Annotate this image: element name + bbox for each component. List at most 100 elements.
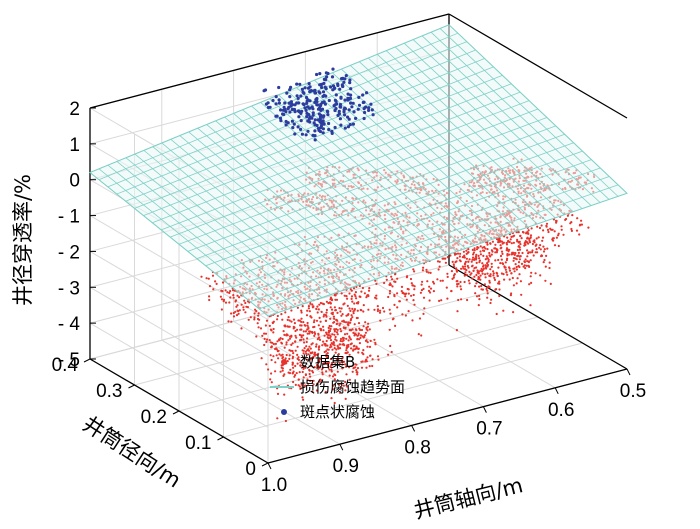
dataset-b-point	[264, 332, 268, 335]
trend-surface-line	[196, 125, 556, 259]
dataset-b-point	[570, 229, 574, 232]
pitting-point	[343, 113, 347, 117]
dataset-b-point	[364, 360, 367, 363]
pitting-points	[262, 67, 375, 142]
dataset-b-point	[266, 338, 269, 341]
dataset-b-point	[260, 357, 263, 360]
dataset-b-point	[309, 379, 312, 382]
dataset-b-point	[502, 309, 505, 312]
dataset-b-point	[230, 320, 233, 323]
dataset-b-point	[301, 396, 304, 399]
dataset-b-point	[339, 337, 343, 341]
dataset-b-point	[306, 324, 309, 327]
dataset-b-point	[394, 324, 397, 327]
dataset-b-point	[329, 296, 333, 299]
dataset-b-point	[321, 344, 324, 347]
dataset-b-point	[234, 300, 237, 303]
dataset-b-point	[276, 314, 279, 318]
dataset-b-point	[451, 260, 454, 263]
pitting-point	[338, 117, 342, 121]
dataset-b-point	[575, 229, 579, 232]
dataset-b-point	[330, 345, 333, 348]
dataset-b-point	[427, 271, 430, 274]
dataset-b-point	[510, 235, 513, 238]
dataset-b-point	[367, 308, 370, 311]
dataset-b-point	[398, 300, 401, 303]
dataset-b-point	[518, 240, 521, 243]
dataset-b-point	[318, 316, 321, 319]
dataset-b-point	[314, 332, 317, 335]
pitting-point	[334, 93, 338, 97]
dataset-b-point	[429, 291, 432, 294]
dataset-b-point	[512, 267, 515, 270]
trend-surface-line	[214, 142, 574, 274]
pitting-point	[307, 106, 311, 110]
dataset-b-point	[256, 317, 260, 321]
dataset-b-point	[355, 369, 358, 372]
pitting-point	[344, 74, 348, 78]
dataset-b-point	[518, 273, 521, 276]
dataset-b-point	[506, 273, 509, 276]
dataset-b-point	[291, 362, 294, 365]
dataset-b-point	[478, 276, 481, 279]
dataset-b-point	[270, 372, 273, 375]
dataset-b-point	[531, 249, 534, 252]
dataset-b-point	[405, 298, 408, 301]
trend-surface-line	[223, 150, 583, 281]
pitting-point	[297, 110, 302, 114]
dataset-b-point	[483, 245, 486, 249]
dataset-b-point	[465, 257, 468, 260]
dataset-b-point	[379, 309, 382, 312]
dataset-b-point	[523, 260, 527, 264]
dataset-b-point	[329, 336, 332, 339]
dataset-b-point	[527, 242, 530, 245]
dataset-b-point	[345, 365, 348, 368]
pitting-point	[288, 95, 292, 99]
dataset-b-point	[302, 338, 305, 341]
dataset-b-point	[480, 267, 483, 270]
dataset-b-point	[320, 357, 323, 360]
trend-surface-fill	[89, 24, 628, 317]
dataset-b-point	[329, 302, 332, 305]
dataset-b-point	[255, 335, 258, 338]
dataset-b-point	[301, 305, 304, 308]
dataset-b-point	[437, 268, 440, 271]
dataset-b-point	[438, 265, 441, 268]
dataset-b-point	[465, 252, 468, 255]
dataset-b-point	[340, 330, 343, 333]
dataset-b-point	[388, 292, 391, 295]
dataset-b-point	[330, 364, 333, 367]
dataset-b-point	[522, 231, 525, 234]
pitting-point	[332, 87, 336, 91]
dataset-b-point	[281, 357, 284, 360]
dataset-b-point	[280, 366, 283, 369]
dataset-b-point	[508, 278, 511, 281]
dataset-b-point	[329, 327, 332, 330]
pitting-point	[315, 72, 319, 77]
pitting-point	[307, 82, 311, 86]
dataset-b-point	[508, 269, 512, 272]
dataset-b-point	[473, 275, 476, 278]
dataset-b-point	[321, 366, 324, 369]
pitting-point	[311, 113, 315, 117]
dataset-b-point	[287, 316, 290, 319]
pitting-point	[320, 85, 324, 90]
frame-edge	[89, 13, 450, 109]
dataset-b-point	[428, 285, 431, 288]
dataset-b-point	[444, 261, 447, 264]
dataset-b-point	[491, 240, 494, 243]
dataset-b-point	[488, 274, 491, 277]
pitting-point	[325, 75, 329, 79]
dataset-b-point	[491, 250, 494, 253]
dataset-b-point	[301, 370, 304, 374]
trend-surface	[89, 24, 628, 317]
dataset-b-point	[542, 261, 545, 264]
dataset-b-point	[401, 291, 404, 295]
dataset-b-point	[311, 371, 315, 374]
dataset-b-point	[294, 349, 297, 352]
dataset-b-point	[446, 256, 449, 259]
dataset-b-point	[286, 360, 289, 363]
dataset-b-point	[269, 354, 272, 357]
dataset-b-point	[460, 267, 463, 270]
pitting-point	[330, 129, 334, 133]
